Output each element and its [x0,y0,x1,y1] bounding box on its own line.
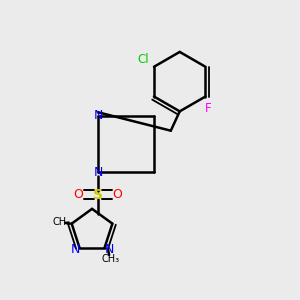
Text: O: O [112,188,122,201]
Text: N: N [93,166,103,179]
Text: O: O [74,188,84,201]
Text: CH₃: CH₃ [101,254,120,264]
Text: F: F [205,102,212,115]
Text: N: N [71,242,81,256]
Text: N: N [93,109,103,122]
Text: Cl: Cl [138,53,149,66]
Text: S: S [93,188,103,202]
Text: CH₃: CH₃ [52,217,70,227]
Text: N: N [104,242,114,256]
